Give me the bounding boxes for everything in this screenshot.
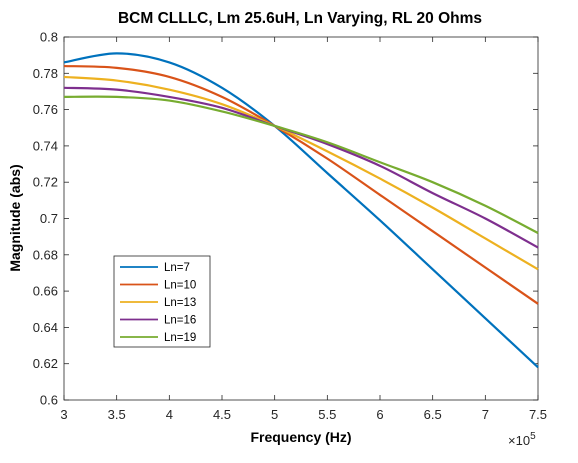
x-axis-exponent: ×105 [508,431,536,448]
series-line-4 [63,95,539,234]
x-tick-label: 5.5 [318,407,336,422]
y-tick-label: 0.78 [33,66,58,81]
x-tick-label: 4 [166,407,173,422]
x-tick-label: 6 [376,407,383,422]
y-tick-label: 0.74 [33,138,58,153]
y-tick-label: 0.66 [33,284,58,299]
legend-label-3: Ln=16 [164,315,196,327]
x-tick-label: 6.5 [424,407,442,422]
x-tick-label: 3.5 [108,407,126,422]
series-line-2 [63,75,539,271]
x-tick-label: 5 [271,407,278,422]
series-line-0 [63,52,539,369]
axis-ticks: 3 3.5 4 4.5 5 5.5 6 6.5 7 7.5 0.6 0.62 0.64 0.66 0.68 0… [33,30,547,423]
y-tick-label: 0.76 [33,102,58,117]
x-axis-label: Frequency (Hz) [250,429,351,445]
y-tick-label: 0.62 [33,356,58,371]
y-tick-label: 0.6 [40,393,58,408]
x-tick-label: 7 [482,407,489,422]
legend-label-2: Ln=13 [164,297,196,309]
y-tick-label: 0.72 [33,175,58,190]
y-tick-label: 0.64 [33,320,58,335]
x-axis-exponent-base: ×10 [508,433,530,448]
x-tick-label: 3 [60,407,67,422]
series-lines [63,52,539,369]
y-tick-label: 0.68 [33,247,58,262]
x-tick-label: 4.5 [213,407,231,422]
y-tick-label: 0.7 [40,211,58,226]
y-axis-label: Magnitude (abs) [7,164,23,271]
y-tick-label: 0.8 [40,30,58,45]
legend-label-4: Ln=19 [164,332,196,344]
chart-title: BCM CLLLC, Lm 25.6uH, Ln Varying, RL 20 … [118,10,482,27]
legend-label-1: Ln=10 [164,280,196,292]
series-line-1 [63,64,539,305]
legend: Ln=7 Ln=10 Ln=13 Ln=16 Ln=19 [113,255,211,348]
legend-label-0: Ln=7 [164,262,190,274]
x-axis-exponent-power: 5 [530,431,536,442]
x-tick-label: 7.5 [529,407,547,422]
